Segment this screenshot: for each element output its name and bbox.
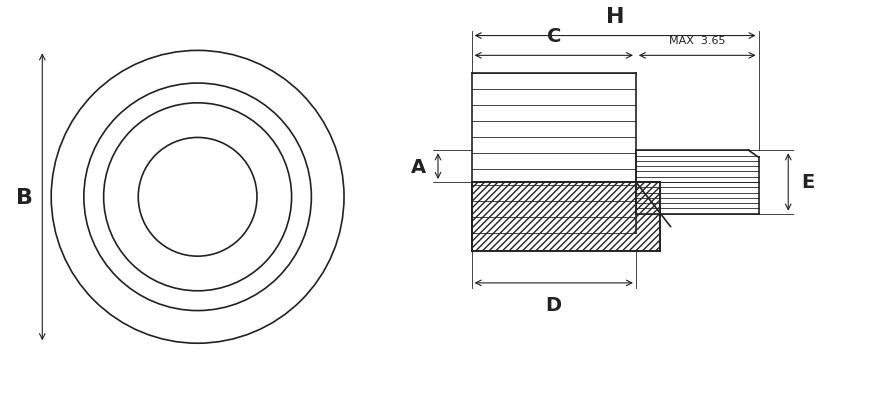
Text: B: B [16, 187, 33, 207]
Text: A: A [410, 157, 425, 176]
Text: C: C [546, 27, 560, 47]
Text: D: D [545, 295, 561, 314]
Bar [471, 182, 658, 251]
Text: E: E [801, 173, 814, 192]
Text: MAX  3.65: MAX 3.65 [668, 36, 724, 47]
Text: H: H [605, 7, 623, 26]
